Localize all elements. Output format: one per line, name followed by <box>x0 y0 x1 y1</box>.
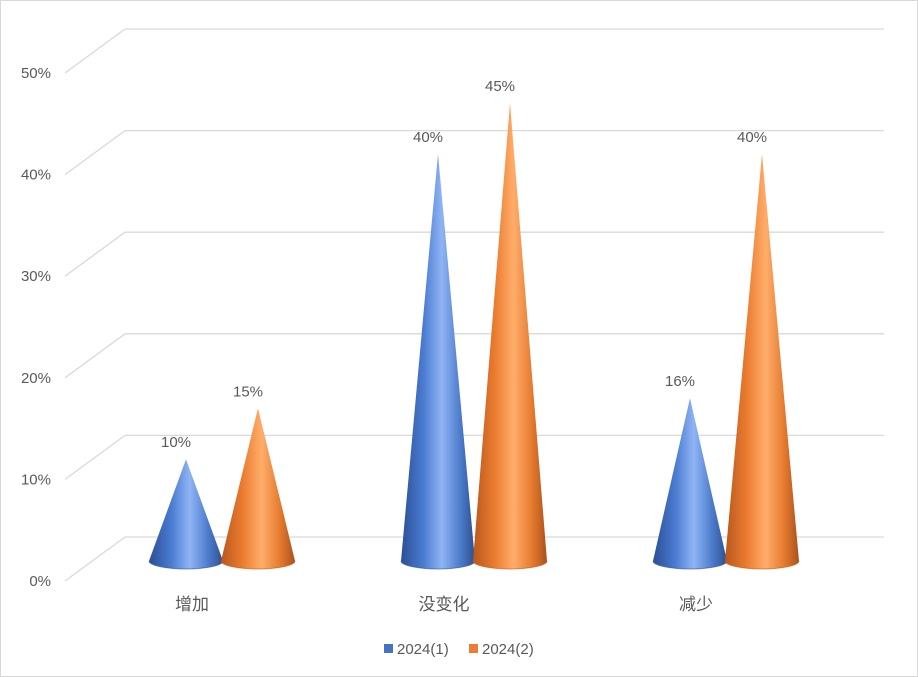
category-label: 减少 <box>679 595 713 614</box>
legend-swatch <box>469 644 478 653</box>
data-label: 16% <box>665 373 695 390</box>
y-tick-label: 50% <box>21 65 51 82</box>
legend-label: 2024(2) <box>482 641 534 658</box>
data-label: 40% <box>413 129 443 146</box>
legend: 2024(1) 2024(2) <box>384 641 534 658</box>
y-tick-label: 0% <box>29 573 51 590</box>
gridline <box>64 129 884 176</box>
category-label: 增加 <box>175 595 209 614</box>
data-labels: 10% 15% 40% 45% 16% 40% <box>161 78 767 451</box>
data-label: 45% <box>485 78 515 95</box>
y-tick-label: 10% <box>21 471 51 488</box>
cone-2024(1)-增加 <box>148 459 224 570</box>
gridline <box>64 28 884 74</box>
data-label: 40% <box>737 129 767 146</box>
cone-2024(2)-没变化 <box>472 102 548 570</box>
y-tick-label: 40% <box>21 167 51 184</box>
legend-label: 2024(1) <box>397 641 449 658</box>
cone-2024(1)-减少 <box>652 398 728 570</box>
legend-item: 2024(1) <box>384 641 449 658</box>
y-axis-ticks: 0% 10% 20% 30% 40% 50% <box>21 65 51 590</box>
cone-2024(2)-减少 <box>724 153 800 570</box>
cone-2024(1)-没变化 <box>400 153 476 570</box>
cone-2024(2)-增加 <box>220 408 296 570</box>
data-label: 15% <box>233 383 263 400</box>
category-labels: 增加 没变化 减少 <box>175 595 713 614</box>
data-label: 10% <box>161 434 191 451</box>
y-tick-label: 30% <box>21 268 51 285</box>
legend-swatch <box>384 644 393 653</box>
y-tick-label: 20% <box>21 370 51 387</box>
cones <box>148 102 800 570</box>
category-label: 没变化 <box>419 595 470 614</box>
legend-item: 2024(2) <box>469 641 534 658</box>
